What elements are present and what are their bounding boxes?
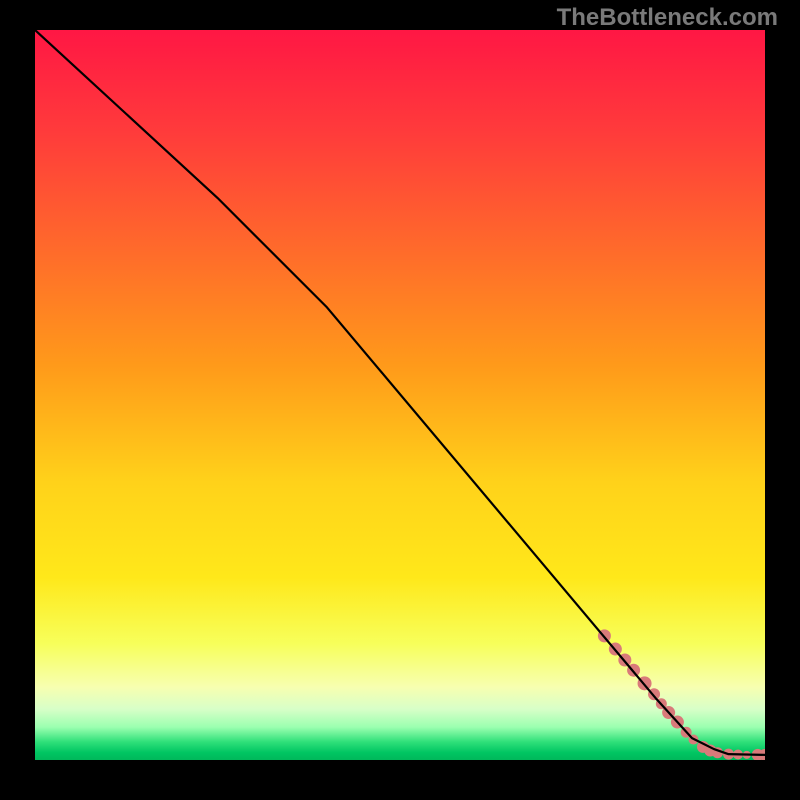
plot-area: [35, 30, 765, 760]
watermark-text: TheBottleneck.com: [557, 4, 778, 32]
chart-svg: [35, 30, 765, 760]
chart-container: TheBottleneck.com: [0, 0, 800, 800]
